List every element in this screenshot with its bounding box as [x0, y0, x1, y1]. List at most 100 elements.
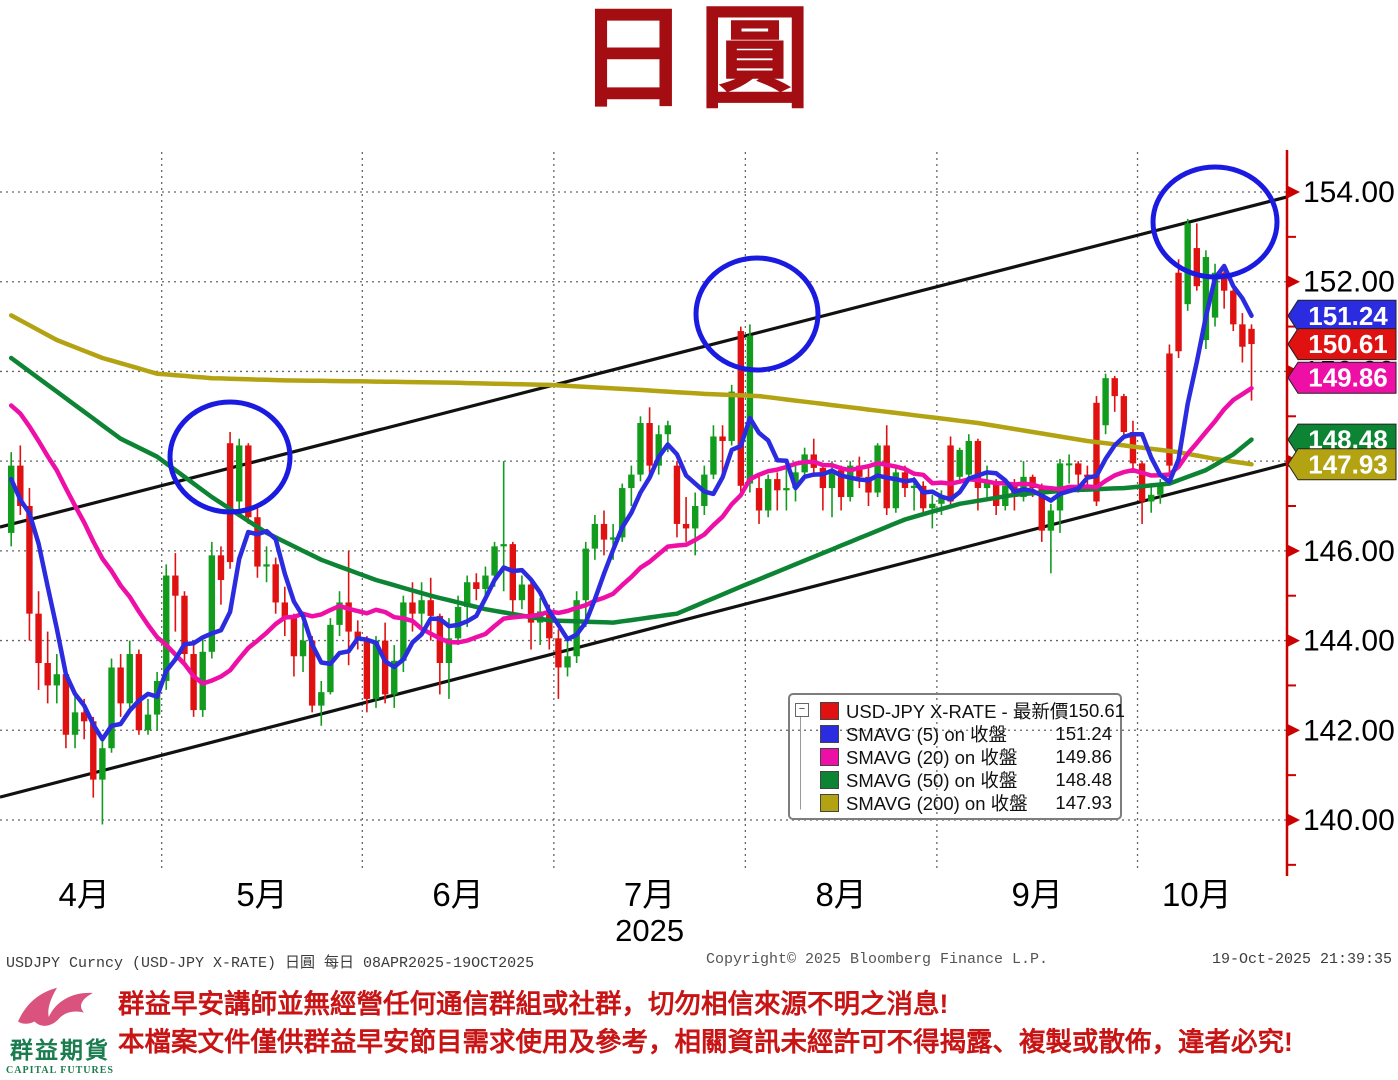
- candle-body: [965, 440, 972, 475]
- capital-futures-logo: 群益期貨 CAPITAL FUTURES: [4, 984, 116, 1076]
- candle-body: [1166, 353, 1173, 466]
- candle-body: [482, 575, 489, 589]
- candle-body: [217, 555, 225, 581]
- annotation-circle: [1150, 164, 1280, 280]
- y-axis-arrow-tick: [1288, 724, 1300, 737]
- candle-body: [308, 640, 316, 706]
- y-axis-arrow-tick: [1288, 634, 1300, 647]
- legend-swatch-icon: [820, 793, 839, 812]
- candle-body: [62, 674, 70, 735]
- candle-body: [737, 331, 744, 486]
- candle-body: [281, 602, 288, 619]
- price-tag-value: 150.61: [1308, 329, 1388, 359]
- y-axis-arrow-tick: [1288, 275, 1300, 288]
- candle-body: [26, 505, 33, 614]
- price-tag-value: 147.93: [1308, 449, 1388, 479]
- candle-body: [1175, 272, 1182, 352]
- candle-body: [53, 674, 60, 686]
- candle-body: [1211, 272, 1219, 318]
- sma50-line: [8, 355, 1254, 625]
- legend-expander-icon[interactable]: −: [795, 703, 809, 717]
- candle-body: [409, 602, 416, 614]
- legend-label: SMAVG (5) on 收盤: [846, 723, 1008, 745]
- y-axis-arrow-tick: [1288, 813, 1300, 826]
- candle-body: [828, 470, 836, 489]
- candle-body: [518, 584, 526, 601]
- candle-body: [126, 654, 133, 704]
- candle-body: [938, 497, 945, 504]
- candle-body: [564, 656, 571, 668]
- candle-body: [992, 481, 1000, 506]
- candle-body: [774, 479, 781, 491]
- candle-body: [1020, 476, 1027, 498]
- candle-body: [719, 436, 726, 441]
- candle-body: [163, 575, 170, 681]
- candle-body: [464, 582, 471, 607]
- bird-logo-icon: [18, 987, 93, 1026]
- candle-body: [144, 714, 152, 731]
- candle-body: [847, 465, 854, 498]
- candle-body: [1075, 463, 1082, 475]
- y-axis-arrow-tick: [1288, 186, 1300, 198]
- x-axis-month-label: 4月: [58, 876, 109, 913]
- candle-body: [983, 481, 991, 489]
- candle-body: [783, 488, 790, 491]
- candle-body: [600, 523, 608, 540]
- candle-body: [299, 640, 307, 657]
- candle-body: [318, 692, 325, 706]
- legend-row[interactable]: SMAVG (5) on 收盤 151.24: [820, 722, 1112, 745]
- footer: ◁▷✎▣⊙⋯ 群益期貨 CAPITAL FUTURES 群益早安講師並無經營任何…: [0, 982, 1398, 1080]
- price-tag: [1287, 448, 1397, 481]
- timestamp: 19-Oct-2025 21:39:35: [1211, 951, 1392, 968]
- candle-body: [254, 517, 261, 567]
- y-axis-arrow-tick: [1288, 544, 1300, 557]
- candle-body: [819, 467, 827, 489]
- legend-label: SMAVG (200) on 收盤: [846, 792, 1028, 814]
- candle-body: [609, 537, 617, 540]
- legend-row[interactable]: USD-JPY X-RATE - 最新價 150.61: [820, 699, 1125, 722]
- candle-body: [99, 748, 106, 780]
- candle-body: [391, 660, 398, 695]
- candle-body: [728, 391, 735, 441]
- candle-body: [1038, 488, 1045, 531]
- candle-body: [764, 479, 772, 511]
- candle-body: [710, 436, 717, 475]
- candle-body: [372, 640, 380, 699]
- candle-body: [117, 667, 124, 704]
- upper-trendline: [0, 195, 1288, 529]
- legend-label: SMAVG (20) on 收盤: [846, 746, 1018, 768]
- candle-body: [865, 476, 872, 493]
- candle-body: [1138, 463, 1146, 502]
- x-axis-year-label: 2025: [615, 913, 684, 945]
- legend-swatch-icon: [820, 747, 839, 766]
- annotation-circle: [693, 255, 821, 373]
- candle-body: [1239, 324, 1246, 347]
- candle-body: [1202, 257, 1210, 341]
- candle-body: [664, 425, 672, 435]
- candle-body: [1148, 494, 1155, 502]
- x-axis-month-label: 8月: [815, 876, 866, 913]
- candle-body: [1184, 223, 1191, 305]
- candle-body: [591, 523, 599, 549]
- candle-body: [956, 449, 963, 477]
- candle-body: [947, 445, 954, 502]
- legend-row[interactable]: SMAVG (20) on 收盤 149.86: [820, 745, 1112, 768]
- sma5-line: [8, 263, 1254, 742]
- candle-body: [1193, 248, 1200, 287]
- legend-row[interactable]: SMAVG (50) on 收盤 148.48: [820, 768, 1112, 791]
- x-axis-month-label: 10月: [1162, 876, 1232, 913]
- page-title: 日圓: [577, 0, 821, 121]
- candle-body: [381, 640, 389, 695]
- legend-row[interactable]: SMAVG (200) on 收盤 147.93: [820, 791, 1112, 814]
- y-axis-label: 142.00: [1303, 714, 1395, 747]
- candle-body: [8, 465, 15, 533]
- sma200-line: [8, 313, 1254, 467]
- x-axis-month-label: 5月: [236, 876, 287, 913]
- candle-body: [856, 465, 863, 477]
- y-axis-label: 154.00: [1303, 176, 1395, 209]
- candle-body: [418, 600, 425, 614]
- x-axis-month-label: 6月: [432, 876, 483, 913]
- legend-value: 151.24: [1055, 722, 1112, 744]
- candle-body: [746, 335, 754, 484]
